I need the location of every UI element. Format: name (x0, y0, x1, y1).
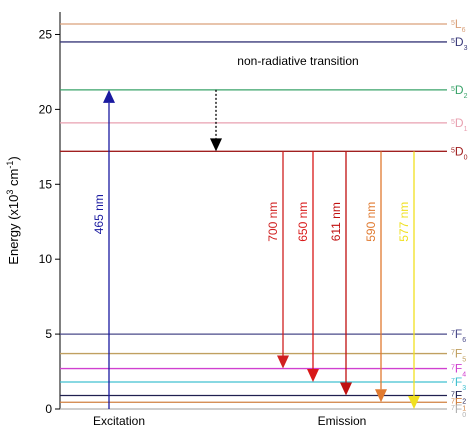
level-label: 5L6 (451, 17, 466, 34)
level-sup: 5 (451, 118, 455, 125)
y-axis-label-part: ) (6, 156, 21, 160)
level-label: 7F6 (451, 327, 466, 344)
level-sup: 7 (451, 391, 455, 398)
arrow-head (210, 138, 222, 152)
arrow-head (277, 355, 289, 369)
arrow-head (375, 389, 387, 403)
arrow-head (340, 382, 352, 396)
annotation: non-radiative transition (237, 54, 358, 68)
level-label: 7F5 (451, 347, 466, 364)
y-tick-label: 15 (39, 177, 53, 191)
y-tick-label: 5 (45, 327, 52, 341)
arrow-head (307, 369, 319, 383)
level-letter: L (455, 17, 462, 31)
group-label: Excitation (93, 414, 145, 428)
transition-label: 700 nm (266, 202, 280, 242)
level-sup: 5 (451, 147, 455, 154)
level-sub: 1 (464, 125, 468, 132)
transition-label: 650 nm (296, 202, 310, 242)
level-label: 5D2 (451, 83, 468, 100)
level-letter: F (455, 375, 462, 389)
y-axis-label-part: cm (6, 169, 21, 190)
level-label: 5D1 (451, 116, 468, 133)
transition-label: 611 nm (329, 202, 343, 241)
level-letter: F (455, 402, 462, 416)
arrow-head (408, 396, 420, 409)
group-label: Emission (318, 414, 367, 428)
level-letter: F (455, 347, 462, 361)
level-sup: 5 (451, 19, 455, 26)
level-letter: D (455, 35, 464, 49)
y-axis-label: Energy (x103 cm-1) (5, 156, 21, 264)
level-sub: 0 (464, 154, 468, 161)
y-tick-label: 10 (39, 252, 53, 266)
level-sup: 5 (451, 85, 455, 92)
transition-label: 590 nm (364, 202, 378, 242)
y-tick-label: 20 (39, 102, 53, 116)
transition-label: 577 nm (397, 202, 411, 242)
y-tick-label: 0 (45, 402, 52, 416)
level-label: 7F1 (451, 395, 466, 412)
level-label: 5D0 (451, 144, 468, 161)
level-sup: 7 (451, 378, 455, 385)
level-sub: 2 (464, 92, 468, 99)
level-letter: F (455, 362, 462, 376)
level-sup: 7 (451, 398, 455, 405)
level-label: 7F0 (451, 402, 466, 419)
level-letter: F (455, 327, 462, 341)
level-sub: 0 (462, 412, 466, 419)
level-sup: 7 (451, 364, 455, 371)
y-axis-label-part: 3 (5, 190, 15, 195)
y-tick-label: 25 (39, 27, 53, 41)
level-label: 7F3 (451, 375, 466, 392)
level-label: 7F2 (451, 389, 466, 406)
level-sub: 6 (462, 26, 466, 33)
arrow-head (103, 89, 115, 103)
level-sub: 3 (462, 385, 466, 392)
level-letter: F (455, 389, 462, 403)
level-label: 5D3 (451, 35, 468, 52)
y-axis-label-part: -1 (5, 161, 15, 169)
level-letter: D (455, 116, 464, 130)
level-letter: D (455, 144, 464, 158)
level-sub: 2 (462, 398, 466, 405)
level-sub: 3 (464, 44, 468, 51)
level-letter: D (455, 83, 464, 97)
level-sup: 7 (451, 405, 455, 412)
y-axis-label-part: Energy (x10 (6, 195, 21, 265)
level-label: 7F4 (451, 362, 466, 379)
level-sub: 5 (462, 356, 466, 363)
level-sup: 7 (451, 349, 455, 356)
level-sub: 1 (462, 405, 466, 412)
level-sub: 6 (462, 337, 466, 344)
level-sub: 4 (462, 371, 466, 378)
level-sup: 5 (451, 37, 455, 44)
transition-label: 465 nm (92, 194, 106, 234)
level-letter: F (455, 395, 462, 409)
level-sup: 7 (451, 330, 455, 337)
